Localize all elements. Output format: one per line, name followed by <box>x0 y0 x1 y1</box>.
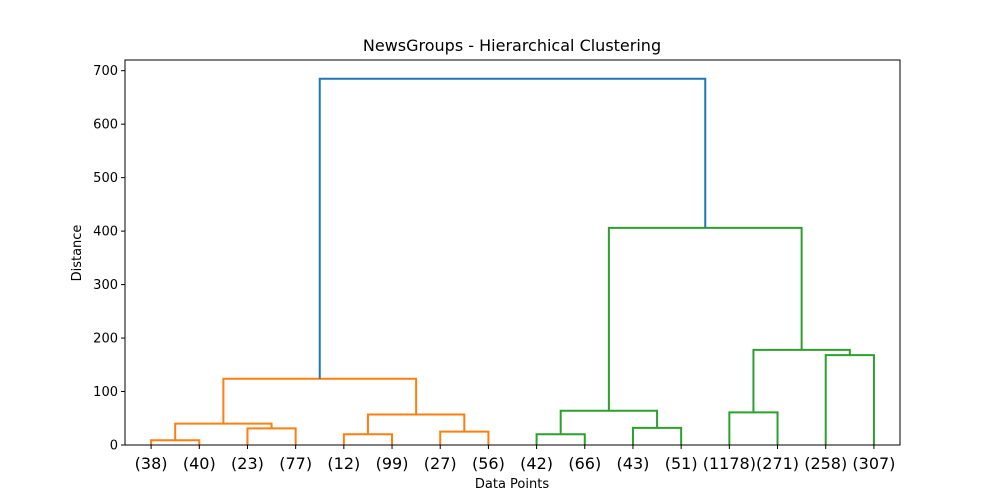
y-tick-label: 200 <box>93 332 118 347</box>
dendrogram-link <box>246 427 297 445</box>
dendrogram-link <box>174 422 273 441</box>
leaf-label: (258) <box>804 454 847 473</box>
leaf-label: (99) <box>376 454 409 473</box>
chart-title: NewsGroups - Hierarchical Clustering <box>363 36 661 55</box>
leaf-label: (51) <box>665 454 698 473</box>
dendrogram-link <box>318 77 707 379</box>
leaf-label: (38) <box>135 454 168 473</box>
leaf-label: (43) <box>617 454 650 473</box>
dendrogram-link <box>342 433 394 445</box>
leaf-label: (27) <box>424 454 457 473</box>
plot-frame <box>124 59 901 446</box>
dendrogram-link <box>728 411 779 445</box>
leaf-label: (42) <box>520 454 553 473</box>
dendrogram-link <box>607 226 803 411</box>
x-axis-label: Data Points <box>475 477 549 492</box>
dendrogram-link <box>439 430 490 445</box>
x-axis: (38) (40) (23) (77) (12) (99) (27) (56) (42) (66)… <box>135 445 895 473</box>
y-tick-label: 400 <box>93 225 118 240</box>
leaf-label: (56) <box>472 454 505 473</box>
dendrogram-link <box>535 433 586 445</box>
leaf-label: (23) <box>231 454 264 473</box>
y-axis: 0 100 200 300 400 500 600 700 <box>93 64 125 454</box>
dendrogram-link <box>752 348 851 413</box>
dendrogram-links <box>150 77 875 445</box>
leaf-label: (1178) <box>703 454 756 473</box>
y-axis-label: Distance <box>70 225 85 282</box>
y-tick-label: 0 <box>110 439 118 454</box>
leaf-label: (271) <box>756 454 799 473</box>
leaf-label: (77) <box>279 454 312 473</box>
dendrogram-link <box>631 426 683 445</box>
y-tick-label: 500 <box>93 171 118 186</box>
dendrogram-link <box>824 354 875 445</box>
leaf-label: (307) <box>852 454 895 473</box>
y-tick-label: 600 <box>93 118 118 133</box>
y-tick-label: 100 <box>93 385 118 400</box>
leaf-label: (12) <box>327 454 360 473</box>
leaf-label: (40) <box>183 454 216 473</box>
y-tick-label: 700 <box>93 64 118 79</box>
dendrogram-link <box>559 409 659 435</box>
dendrogram-link <box>150 439 201 445</box>
leaf-label: (66) <box>568 454 601 473</box>
y-tick-label: 300 <box>93 278 118 293</box>
dendrogram-link <box>222 377 418 424</box>
